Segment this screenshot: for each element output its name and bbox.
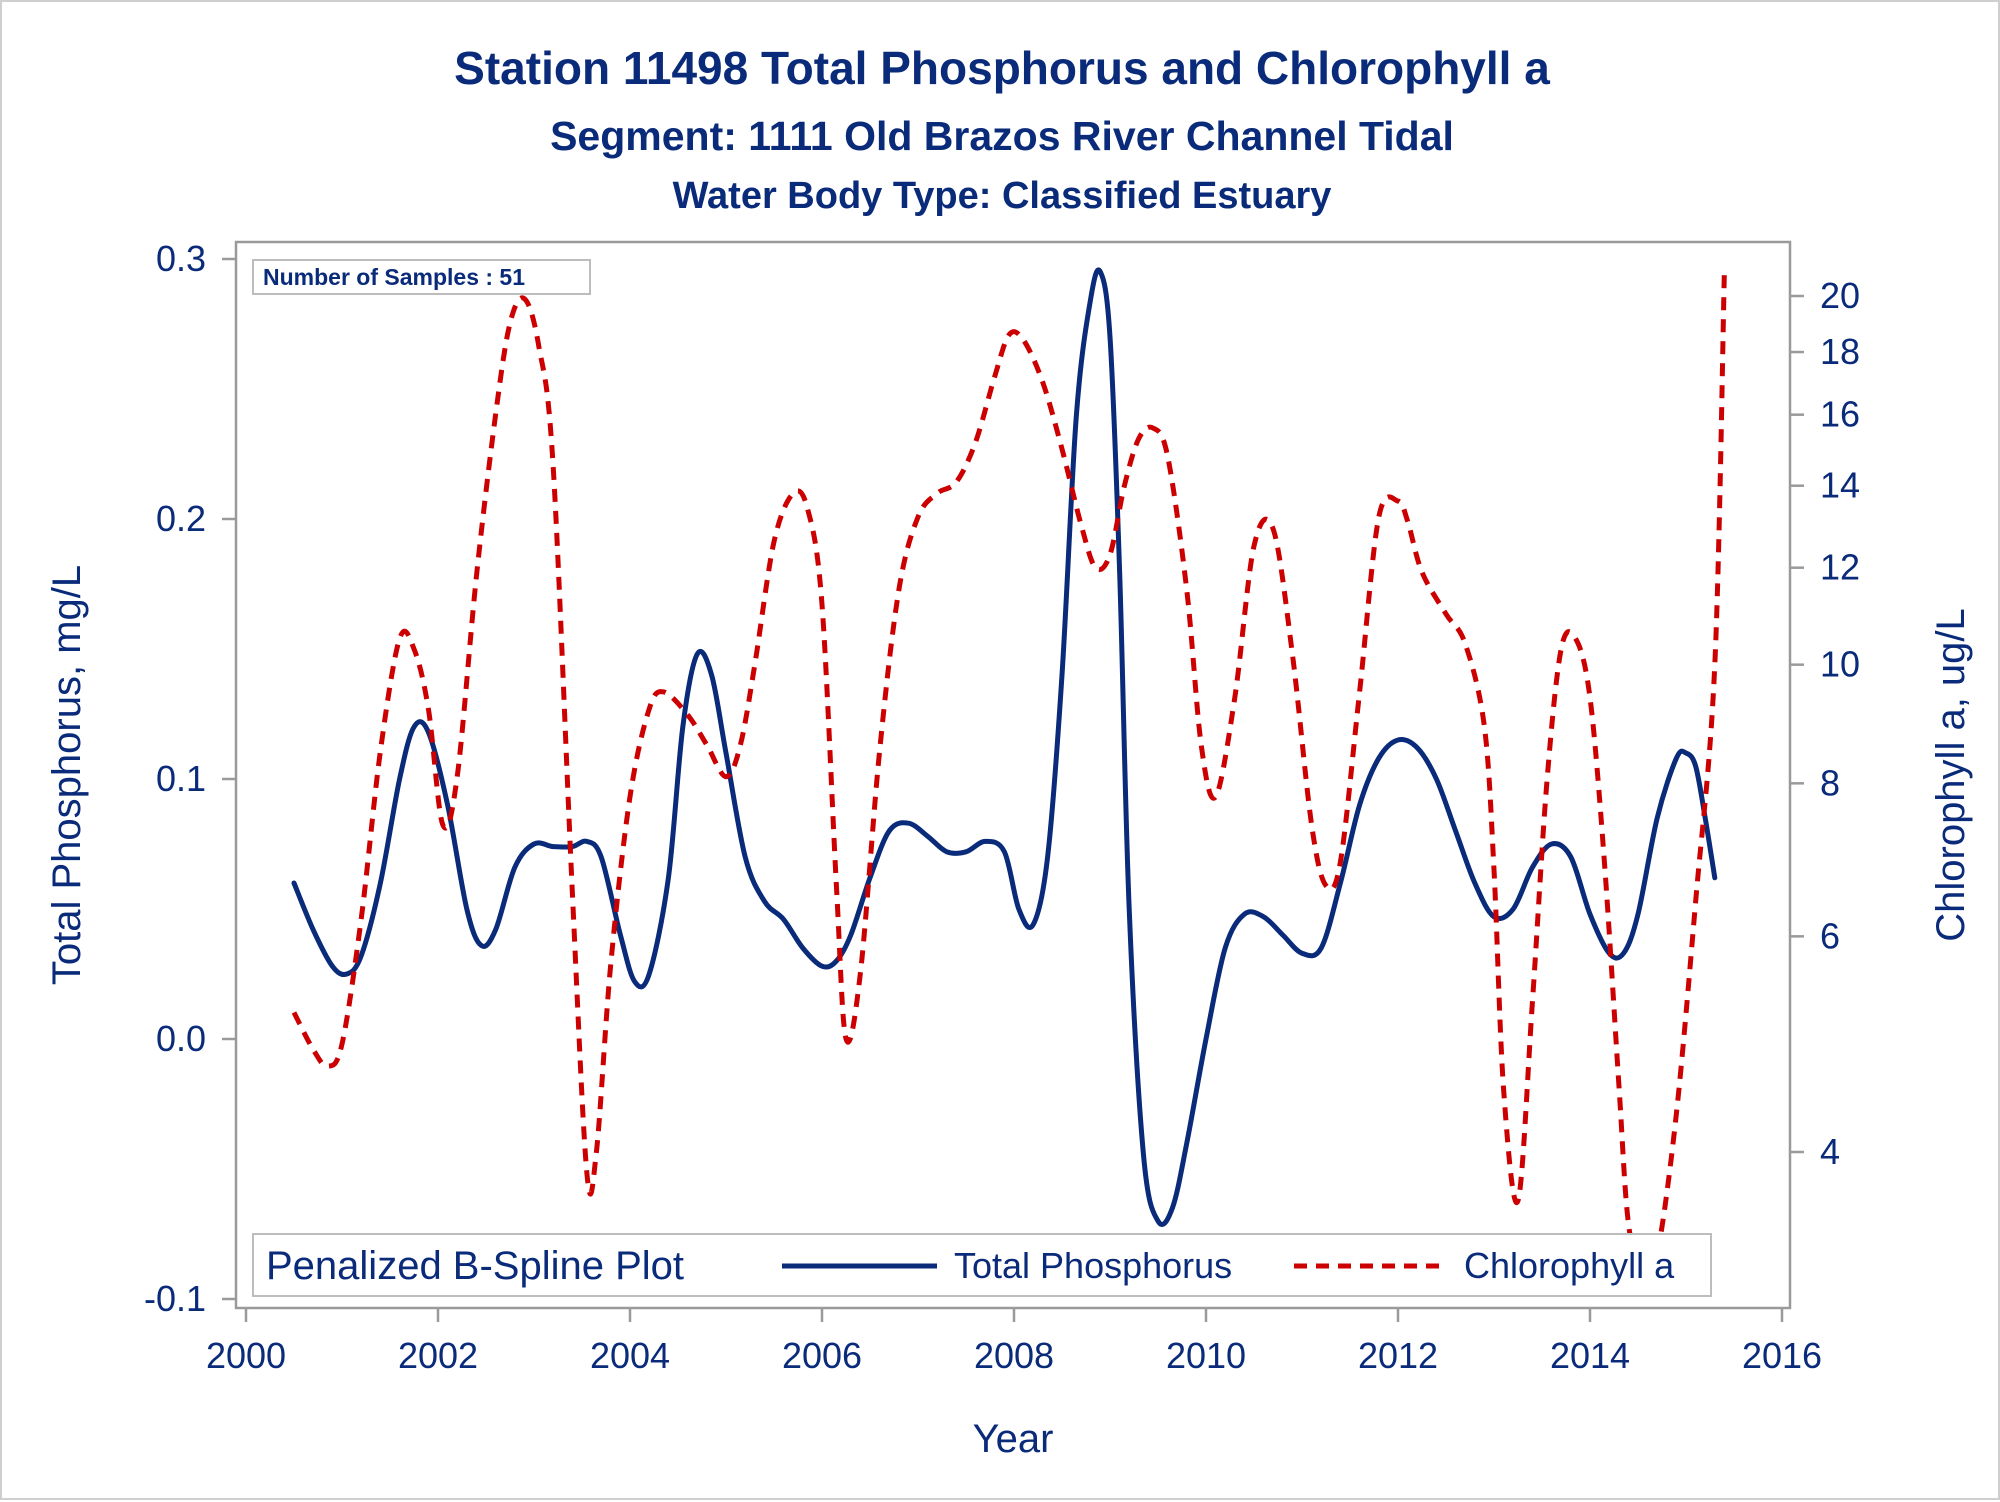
y2-tick-label: 10 [1820, 644, 1860, 685]
legend-box [252, 1233, 1712, 1297]
y2-tick-label: 6 [1820, 915, 1840, 956]
x-tick-label: 2004 [590, 1335, 670, 1376]
sample-count-label: Number of Samples : 51 [263, 264, 525, 290]
x-tick-label: 2016 [1742, 1335, 1822, 1376]
x-tick-label: 2008 [974, 1335, 1054, 1376]
y-tick-label: 0.1 [156, 758, 206, 799]
y2-axis: 4 6 8 10 12 14 16 18 20 [1790, 275, 1860, 1172]
y-axis: -0.1 0.0 0.1 0.2 0.3 [144, 238, 236, 1319]
chart-subtitle-2: Water Body Type: Classified Estuary [673, 175, 1332, 217]
x-tick-label: 2006 [782, 1335, 862, 1376]
x-tick-label: 2002 [398, 1335, 478, 1376]
y2-tick-label: 8 [1820, 762, 1840, 803]
y2-tick-label: 20 [1820, 275, 1860, 316]
y2-tick-label: 4 [1820, 1131, 1840, 1172]
x-tick-label: 2012 [1358, 1335, 1438, 1376]
y2-tick-label: 16 [1820, 394, 1860, 435]
y2-axis-label: Chlorophyll a, ug/L [1929, 608, 1973, 942]
x-tick-label: 2000 [206, 1335, 286, 1376]
x-axis-label: Year [973, 1417, 1054, 1461]
sample-count-box [252, 259, 591, 295]
y-tick-label: -0.1 [144, 1278, 206, 1319]
legend-label-total-phosphorus: Total Phosphorus [954, 1245, 1232, 1286]
y-tick-label: 0.3 [156, 238, 206, 279]
plot-area [234, 240, 1792, 1310]
series-total-phosphorus-line [291, 267, 1718, 1227]
legend-label-chlorophyll-a: Chlorophyll a [1464, 1245, 1675, 1286]
legend-title: Penalized B-Spline Plot [266, 1244, 684, 1288]
y2-tick-label: 18 [1820, 331, 1860, 372]
y-tick-label: 0.0 [156, 1018, 206, 1059]
chart-subtitle: Segment: 1111 Old Brazos River Channel T… [550, 113, 1454, 159]
x-axis: 2000 2002 2004 2006 2008 2010 2012 2014 2016 [206, 1308, 1822, 1376]
chart-title: Station 11498 Total Phosphorus and Chlor… [454, 42, 1550, 94]
x-tick-label: 2010 [1166, 1335, 1246, 1376]
legend: Penalized B-Spline Plot Total Phosphorus… [252, 1233, 1712, 1297]
y-axis-label: Total Phosphorus, mg/L [45, 565, 89, 985]
y2-tick-label: 14 [1820, 465, 1860, 506]
y2-tick-label: 12 [1820, 547, 1860, 588]
series-chlorophyll-a-line [291, 270, 1727, 1284]
x-tick-label: 2014 [1550, 1335, 1630, 1376]
y-tick-label: 0.2 [156, 498, 206, 539]
